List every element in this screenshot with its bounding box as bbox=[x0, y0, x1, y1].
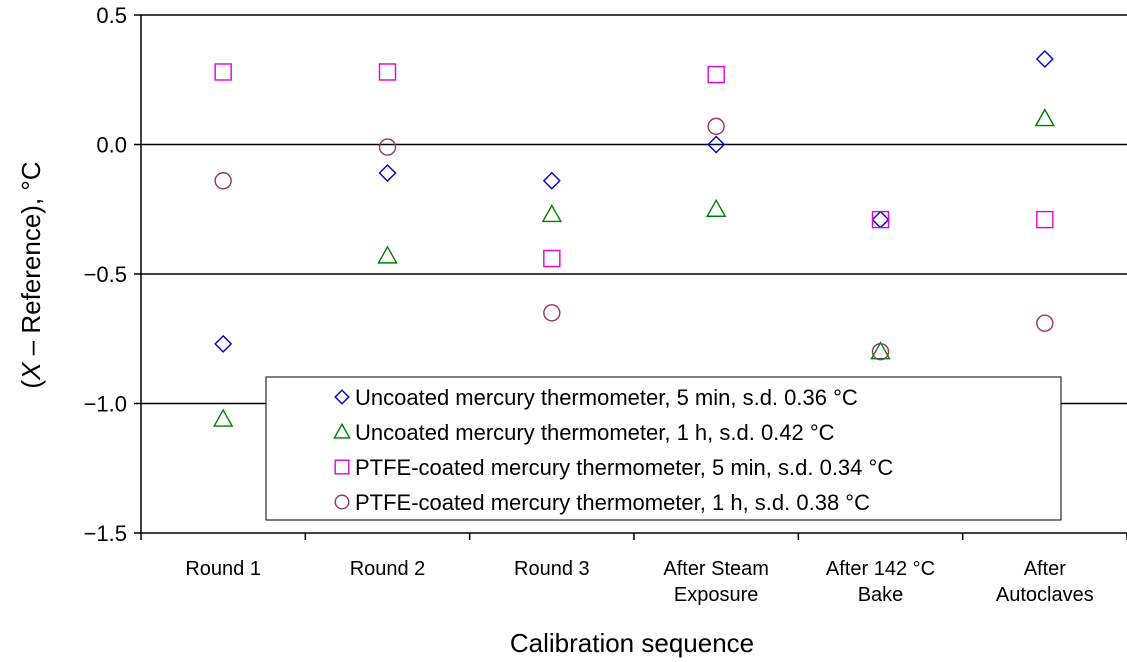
legend-entry-label: Uncoated mercury thermometer, 5 min, s.d… bbox=[355, 385, 858, 410]
x-category-label: Round 2 bbox=[350, 558, 426, 580]
data-point-triangle bbox=[1034, 108, 1056, 127]
marks-layer bbox=[212, 50, 1056, 427]
legend-circle-icon bbox=[334, 494, 350, 510]
y-tick-label: −1.0 bbox=[84, 392, 127, 417]
data-point-diamond bbox=[542, 171, 561, 190]
legend-entry-label: Uncoated mercury thermometer, 1 h, s.d. … bbox=[355, 420, 835, 445]
x-category-label: Exposure bbox=[674, 584, 759, 606]
y-tick-label: 0.0 bbox=[96, 133, 127, 158]
data-point-diamond bbox=[871, 210, 890, 229]
x-category-label: After 142 °C bbox=[826, 558, 935, 580]
y-tick-label: −1.5 bbox=[84, 521, 127, 546]
y-tick-label: 0.5 bbox=[96, 3, 127, 28]
x-category-label: After bbox=[1024, 558, 1067, 580]
legend-diamond-icon bbox=[334, 389, 350, 405]
x-category-label: Round 1 bbox=[185, 558, 261, 580]
legend-entry-label: PTFE-coated mercury thermometer, 5 min, … bbox=[355, 455, 893, 480]
y-tick-label: −0.5 bbox=[84, 262, 127, 287]
x-axis-title: Calibration sequence bbox=[510, 628, 754, 658]
y-axis-title-variable: X bbox=[16, 361, 46, 381]
data-point-square bbox=[871, 210, 890, 229]
data-point-triangle bbox=[705, 198, 727, 217]
data-point-triangle bbox=[212, 408, 234, 427]
legend-layer: Uncoated mercury thermometer, 5 min, s.d… bbox=[265, 376, 1062, 521]
x-category-label: Bake bbox=[858, 584, 904, 606]
legend-square-icon bbox=[334, 459, 350, 475]
data-point-circle bbox=[378, 138, 397, 156]
grid-layer bbox=[141, 14, 1127, 405]
legend-box bbox=[265, 376, 1062, 521]
legend-entry-label: PTFE-coated mercury thermometer, 1 h, s.… bbox=[355, 490, 870, 515]
data-point-square bbox=[378, 63, 397, 81]
y-axis-title: (X – Reference), °C bbox=[16, 161, 46, 388]
data-point-diamond bbox=[1035, 50, 1054, 69]
ticks-layer: −1.5 −1.0 −0.5 0.0 0.5 Round 1 Round 2 Round 3 A… bbox=[84, 3, 1127, 606]
data-point-circle bbox=[871, 343, 890, 361]
x-category-label: Round 3 bbox=[514, 558, 590, 580]
data-point-triangle bbox=[541, 204, 563, 223]
data-point-circle bbox=[707, 117, 725, 136]
data-point-triangle bbox=[377, 245, 398, 264]
x-category-label: Autoclaves bbox=[996, 584, 1094, 606]
data-point-square bbox=[543, 249, 561, 268]
legend-triangle-icon bbox=[333, 422, 351, 439]
data-point-triangle bbox=[870, 341, 891, 360]
data-point-square bbox=[707, 65, 725, 84]
data-point-circle bbox=[543, 304, 561, 322]
data-point-circle bbox=[1036, 314, 1054, 332]
data-point-diamond bbox=[214, 334, 233, 353]
data-point-circle bbox=[214, 172, 232, 190]
data-point-square bbox=[1036, 210, 1054, 229]
y-axis-title-part-2: – Reference), °C bbox=[16, 161, 46, 362]
data-point-diamond bbox=[707, 135, 726, 154]
data-point-square bbox=[214, 63, 232, 81]
y-axis-title-part-1: ( bbox=[16, 380, 46, 389]
data-point-diamond bbox=[378, 164, 397, 182]
x-category-label: After Steam bbox=[663, 558, 769, 580]
